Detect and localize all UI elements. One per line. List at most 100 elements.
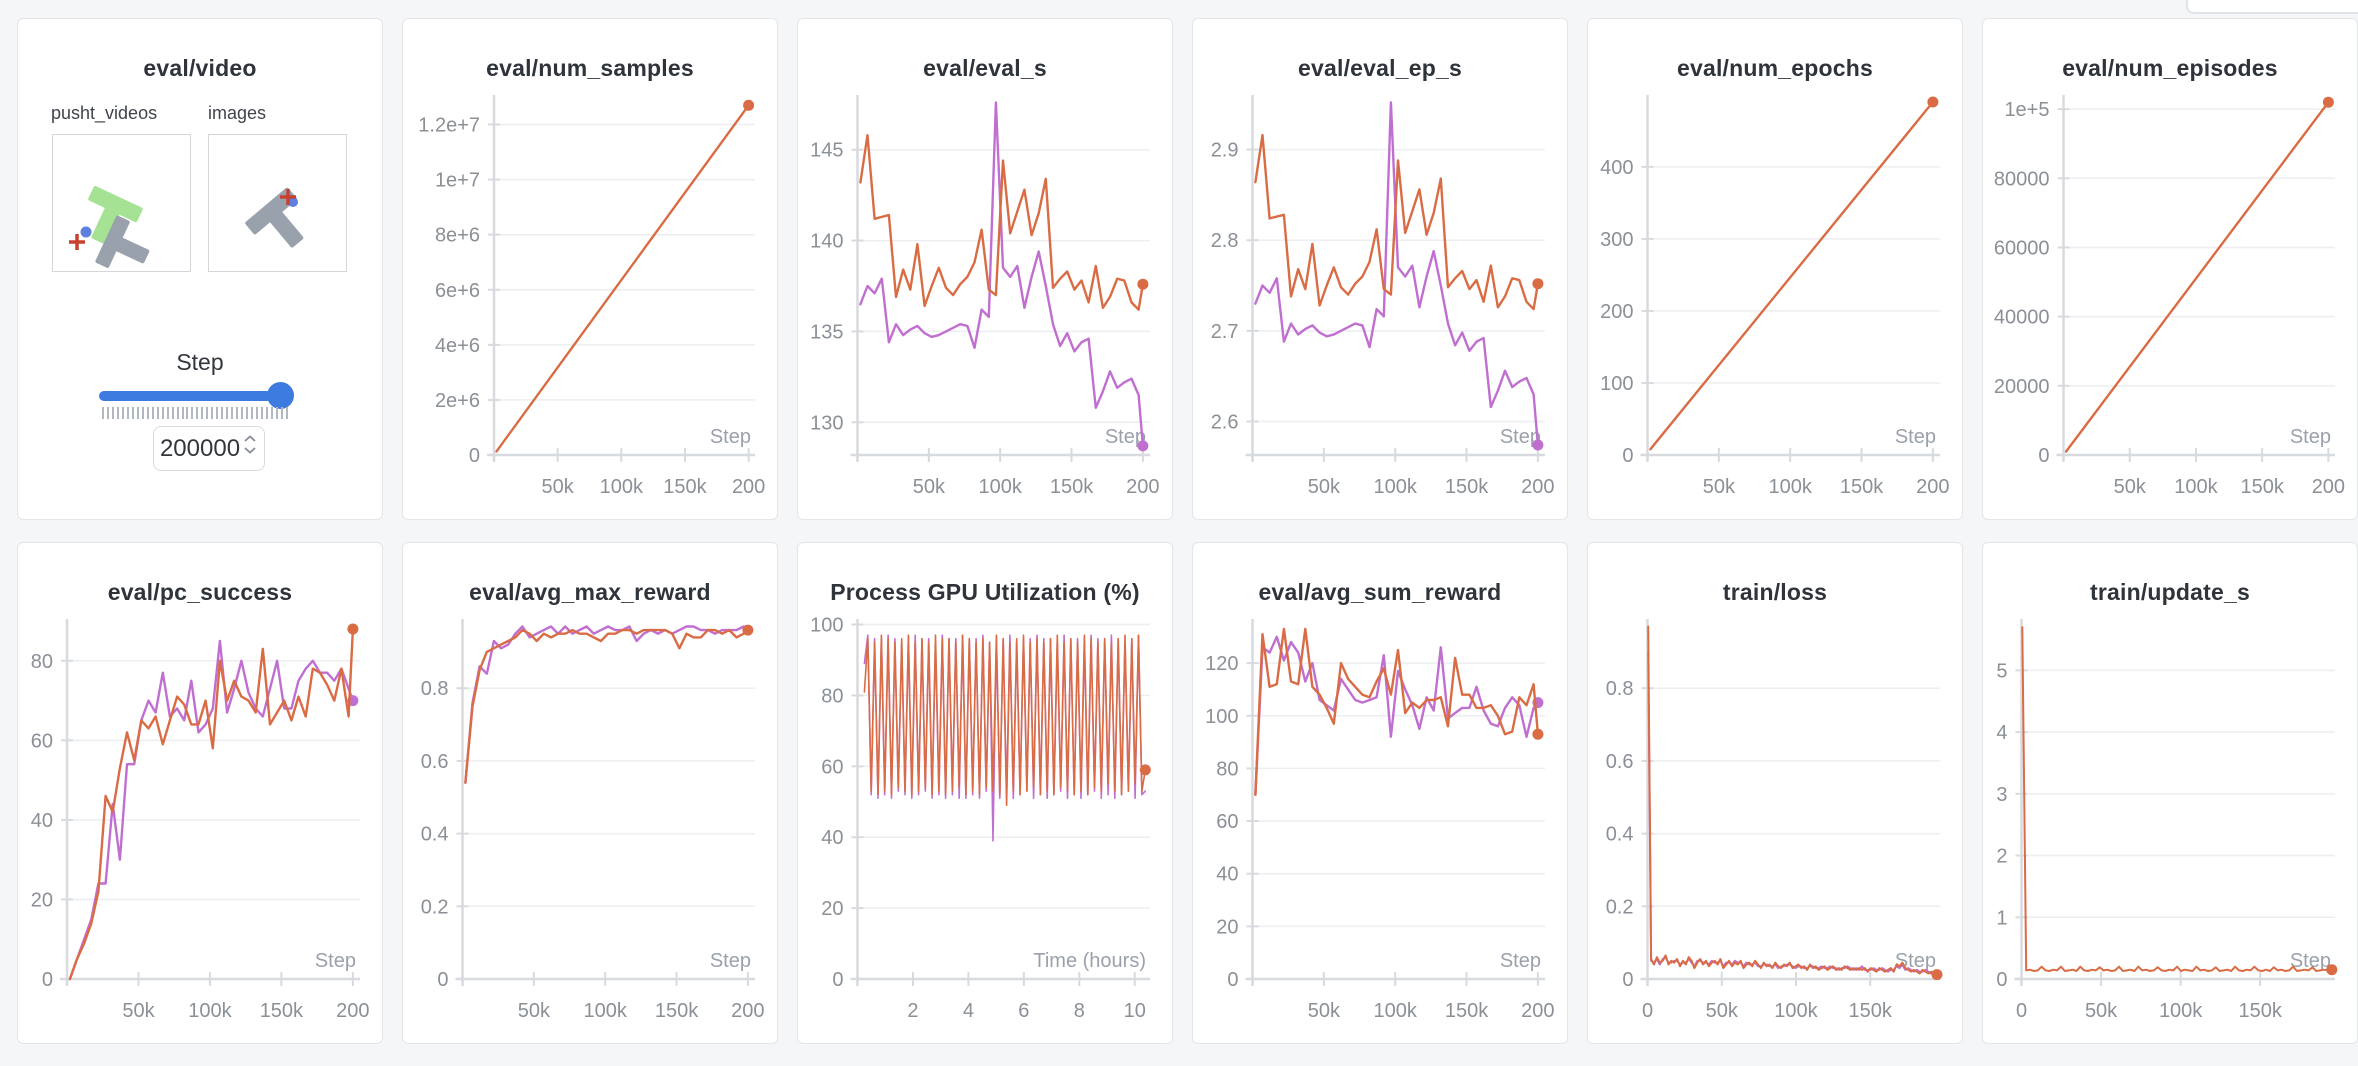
svg-text:Step: Step (710, 426, 751, 448)
svg-text:145: 145 (810, 140, 843, 162)
svg-text:Step: Step (1105, 426, 1146, 448)
svg-text:150k: 150k (1050, 476, 1094, 498)
svg-text:0: 0 (2016, 1000, 2027, 1022)
svg-text:50k: 50k (542, 476, 575, 498)
svg-text:200: 200 (1126, 476, 1159, 498)
svg-text:1e+5: 1e+5 (2004, 99, 2049, 121)
svg-text:5: 5 (1996, 660, 2007, 682)
svg-text:8e+6: 8e+6 (435, 225, 480, 247)
svg-text:100k: 100k (2159, 1000, 2203, 1022)
svg-text:Step: Step (1500, 950, 1541, 972)
svg-text:300: 300 (1600, 229, 1633, 251)
svg-text:2: 2 (1996, 846, 2007, 868)
svg-text:6e+6: 6e+6 (435, 280, 480, 302)
chart-eval-avg-max-reward[interactable]: 0 0.2 0.4 0.6 0.8 50k 100k 150k 200 Step (403, 611, 777, 1031)
images-thumbnail[interactable] (208, 134, 347, 272)
svg-text:200: 200 (731, 1000, 764, 1022)
svg-text:20000: 20000 (1994, 376, 2050, 398)
svg-text:0: 0 (42, 969, 53, 991)
panel-eval-eval-s: eval/eval_s 130 135 140 145 50k 100k 150k 200 St… (797, 18, 1173, 520)
step-value-input[interactable] (153, 426, 265, 471)
chart-eval-num-epochs[interactable]: 0 100 200 300 400 50k 100k 150k 200 Step (1588, 87, 1962, 507)
svg-text:0: 0 (1996, 969, 2007, 991)
chart-gpu-utilization[interactable]: 0 20 40 60 80 100 2 4 6 8 10 Time (hours) (798, 611, 1172, 1031)
svg-text:6: 6 (1018, 1000, 1029, 1022)
svg-text:0: 0 (832, 969, 843, 991)
svg-text:100: 100 (1600, 373, 1633, 395)
svg-text:0: 0 (1227, 969, 1238, 991)
svg-text:0.6: 0.6 (421, 751, 449, 773)
svg-text:Step: Step (315, 950, 356, 972)
svg-text:20: 20 (821, 898, 843, 920)
panel-eval-pc-success: eval/pc_success 0 20 40 60 80 50k 100k 150k 200 S… (17, 542, 383, 1044)
svg-text:100k: 100k (1373, 476, 1417, 498)
panel-gpu-utilization: Process GPU Utilization (%) 0 20 40 60 80 100… (797, 542, 1173, 1044)
panel-eval-eval-ep-s: eval/eval_ep_s 2.6 2.7 2.8 2.9 50k 100k 150k 20… (1192, 18, 1568, 520)
svg-text:150k: 150k (260, 1000, 304, 1022)
svg-text:50k: 50k (2114, 476, 2147, 498)
chart-eval-eval-ep-s[interactable]: 2.6 2.7 2.8 2.9 50k 100k 150k 200 Step (1193, 87, 1567, 507)
svg-text:200: 200 (1521, 476, 1554, 498)
svg-text:100k: 100k (188, 1000, 232, 1022)
panel-title: eval/eval_ep_s (1298, 55, 1462, 81)
chart-eval-num-samples[interactable]: 0 2e+6 4e+6 6e+6 8e+6 1e+7 1.2e+7 50k 100k 150k 20… (403, 87, 777, 507)
panel-title: eval/num_episodes (2062, 55, 2278, 81)
svg-text:100k: 100k (1373, 1000, 1417, 1022)
green-tee-shape (88, 186, 143, 244)
svg-text:1.2e+7: 1.2e+7 (418, 115, 480, 137)
panel-train-update-s: train/update_s 0 1 2 3 4 5 0 50k 100k 150k Step (1982, 542, 2358, 1044)
chart-eval-pc-success[interactable]: 0 20 40 60 80 50k 100k 150k 200 Step (18, 611, 382, 1031)
panel-grid: eval/video pusht_videos images (17, 18, 2358, 1044)
panel-eval-num-epochs: eval/num_epochs 0 100 200 300 400 50k 100k 150k… (1587, 18, 1963, 520)
svg-text:1e+7: 1e+7 (435, 170, 480, 192)
svg-text:10: 10 (1124, 1000, 1146, 1022)
stepper-up-icon[interactable] (244, 435, 256, 443)
svg-text:40: 40 (821, 827, 843, 849)
svg-text:0.2: 0.2 (421, 896, 449, 918)
panel-title: train/update_s (2089, 579, 2250, 605)
step-slider-track[interactable] (99, 382, 294, 409)
panel-eval-num-samples: eval/num_samples 0 2e+6 4e+6 6e+6 8e+6 1e+7 1.… (402, 18, 778, 520)
pusht-scene-drawing (69, 186, 150, 268)
chart-eval-avg-sum-reward[interactable]: 0 20 40 60 80 100 120 50k 100k 150k 200 Step (1193, 611, 1567, 1031)
media-label-images: images (208, 103, 267, 123)
svg-text:3: 3 (1996, 784, 2007, 806)
panel-title: eval/num_samples (486, 55, 694, 81)
svg-text:200: 200 (1916, 476, 1949, 498)
panel-title: eval/avg_max_reward (469, 579, 711, 605)
panel-title: train/loss (1722, 579, 1828, 605)
panel-title: eval/eval_s (923, 55, 1047, 81)
svg-text:140: 140 (810, 231, 843, 253)
svg-text:Step: Step (2290, 950, 2331, 972)
step-slider-thumb[interactable] (267, 382, 294, 409)
agent-dot (80, 226, 92, 238)
svg-text:150k: 150k (655, 1000, 699, 1022)
svg-text:100k: 100k (583, 1000, 627, 1022)
target-cross-icon (69, 234, 85, 250)
chart-eval-eval-s[interactable]: 130 135 140 145 50k 100k 150k 200 Step (798, 87, 1172, 507)
panel-title: eval/pc_success (107, 579, 293, 605)
svg-text:60000: 60000 (1994, 237, 2050, 259)
svg-text:120: 120 (1205, 653, 1238, 675)
panel-title: eval/avg_sum_reward (1258, 579, 1502, 605)
chart-eval-num-episodes[interactable]: 0 20000 40000 60000 80000 1e+5 50k 100k 150k 200 S… (1983, 87, 2357, 507)
svg-text:4: 4 (963, 1000, 974, 1022)
svg-text:200: 200 (1600, 301, 1633, 323)
svg-text:150k: 150k (2240, 476, 2284, 498)
svg-text:50k: 50k (913, 476, 946, 498)
svg-text:80: 80 (31, 651, 53, 673)
pusht-video-thumbnail[interactable] (52, 134, 191, 272)
chart-train-loss[interactable]: 0 0.2 0.4 0.6 0.8 0 50k 100k 150k Step (1588, 611, 1962, 1031)
svg-text:50k: 50k (1706, 1000, 1739, 1022)
panel-title: eval/video (143, 55, 257, 81)
svg-text:100k: 100k (600, 476, 644, 498)
stepper-down-icon[interactable] (244, 446, 256, 454)
media-label-pusht-videos: pusht_videos (51, 103, 158, 123)
svg-text:150k: 150k (1445, 1000, 1489, 1022)
chart-train-update-s[interactable]: 0 1 2 3 4 5 0 50k 100k 150k Step (1983, 611, 2357, 1031)
svg-text:50k: 50k (122, 1000, 155, 1022)
gray-tee-shape (95, 215, 150, 268)
target-cross-icon (280, 189, 296, 205)
partial-toolbar-remnant (2186, 0, 2358, 14)
